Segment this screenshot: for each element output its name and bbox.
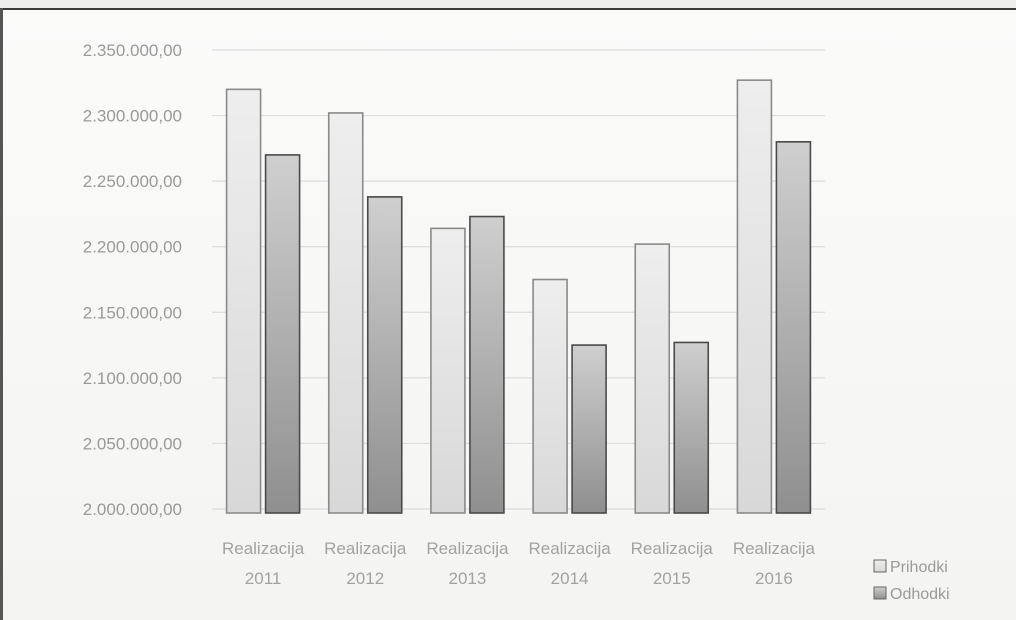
legend: Prihodki Odhodki [873, 559, 950, 603]
bar-odhodki-2013 [469, 215, 505, 514]
x-category-label: Realizacija [222, 539, 305, 558]
left-border [0, 8, 3, 620]
bar-odhodki-2011 [264, 154, 301, 514]
bar-prihodki-2013 [430, 227, 466, 514]
bar-prihodki-2015 [634, 243, 671, 514]
x-category-label: Realizacija [426, 539, 509, 558]
y-tick-label: 2.100.000,00 [83, 369, 182, 388]
x-category-label: Realizacija [528, 539, 611, 558]
legend-swatch [873, 559, 887, 573]
y-tick-label: 2.150.000,00 [83, 303, 182, 322]
x-axis-categories: Realizacija 2011 Realizacija 2012 Realizacij… [222, 539, 816, 588]
x-category-label: 2014 [551, 569, 589, 588]
x-category-label: 2012 [346, 569, 384, 588]
y-tick-label: 2.250.000,00 [83, 172, 182, 191]
bar-prihodki-2011 [225, 88, 262, 514]
bars [225, 79, 812, 514]
top-border [0, 0, 1016, 10]
legend-label: Prihodki [890, 559, 948, 576]
x-category-label: Realizacija [733, 539, 816, 558]
x-category-label: 2015 [653, 569, 691, 588]
bar-odhodki-2014 [571, 344, 607, 514]
bar-odhodki-2016 [775, 141, 812, 514]
bar-odhodki-2015 [673, 341, 710, 514]
legend-label: Odhodki [890, 586, 950, 603]
bar-odhodki-2012 [366, 196, 403, 514]
y-axis-ticks: 2.000.000,00 2.050.000,00 2.100.000,00 2.15… [83, 41, 182, 519]
y-tick-label: 2.200.000,00 [83, 238, 182, 257]
bar-prihodki-2014 [532, 278, 568, 514]
bar-prihodki-2012 [327, 112, 364, 514]
y-tick-label: 2.300.000,00 [83, 107, 182, 126]
y-tick-label: 2.350.000,00 [83, 41, 182, 60]
x-category-label: 2013 [449, 569, 487, 588]
y-tick-label: 2.000.000,00 [83, 500, 182, 519]
bar-prihodki-2016 [736, 79, 773, 514]
x-category-label: 2016 [755, 569, 793, 588]
x-category-label: Realizacija [631, 539, 714, 558]
x-category-label: 2011 [245, 569, 282, 588]
legend-swatch [873, 586, 887, 600]
gridlines [212, 49, 825, 510]
x-category-label: Realizacija [324, 539, 407, 558]
y-tick-label: 2.050.000,00 [83, 434, 182, 453]
